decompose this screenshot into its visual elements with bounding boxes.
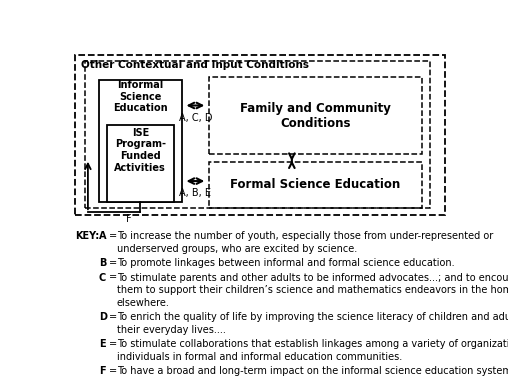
Bar	[107, 125, 174, 202]
Text: =: =	[109, 258, 117, 268]
Text: KEY:: KEY:	[75, 231, 100, 241]
Bar	[209, 162, 422, 208]
Text: D: D	[99, 313, 107, 323]
Text: A, C, D: A, C, D	[179, 113, 212, 123]
Text: =: =	[109, 313, 117, 323]
Text: To enrich the quality of life by improving the science literacy of children and : To enrich the quality of life by improvi…	[117, 313, 508, 323]
Text: A: A	[99, 231, 107, 241]
Text: F: F	[125, 214, 131, 224]
Bar	[99, 80, 182, 202]
Text: C: C	[99, 273, 106, 283]
Bar	[75, 55, 446, 215]
Text: E: E	[99, 340, 106, 350]
Text: B: B	[99, 258, 106, 268]
Text: underserved groups, who are excited by science.: underserved groups, who are excited by s…	[117, 244, 357, 254]
Text: F: F	[99, 367, 106, 377]
Text: To stimulate parents and other adults to be informed advocates...; and to encour: To stimulate parents and other adults to…	[117, 273, 508, 283]
Text: =: =	[109, 231, 117, 241]
Bar	[209, 77, 422, 154]
Text: To increase the number of youth, especially those from under-represented or: To increase the number of youth, especia…	[117, 231, 493, 241]
Text: them to support their children’s science and mathematics endeavors in the home a: them to support their children’s science…	[117, 285, 508, 295]
Text: =: =	[109, 340, 117, 350]
Text: individuals in formal and informal education communities.: individuals in formal and informal educa…	[117, 352, 402, 362]
Text: Informal
Science
Education: Informal Science Education	[113, 80, 168, 114]
Text: To promote linkages between informal and formal science education.: To promote linkages between informal and…	[117, 258, 454, 268]
Text: ISE
Program-
Funded
Activities: ISE Program- Funded Activities	[114, 128, 166, 172]
Text: To stimulate collaborations that establish linkages among a variety of organizat: To stimulate collaborations that establi…	[117, 340, 508, 350]
Text: =: =	[109, 367, 117, 377]
Text: A, B, E: A, B, E	[179, 189, 211, 199]
Text: their everyday lives....: their everyday lives....	[117, 325, 226, 335]
Text: Family and Community
Conditions: Family and Community Conditions	[240, 102, 391, 130]
Bar	[85, 61, 430, 208]
Text: Formal Science Education: Formal Science Education	[230, 178, 401, 191]
Text: Other Contextual and Input Conditions: Other Contextual and Input Conditions	[81, 60, 309, 70]
Text: To have a broad and long-term impact on the informal science education system.: To have a broad and long-term impact on …	[117, 367, 508, 377]
Text: elsewhere.: elsewhere.	[117, 298, 170, 308]
Text: =: =	[109, 273, 117, 283]
